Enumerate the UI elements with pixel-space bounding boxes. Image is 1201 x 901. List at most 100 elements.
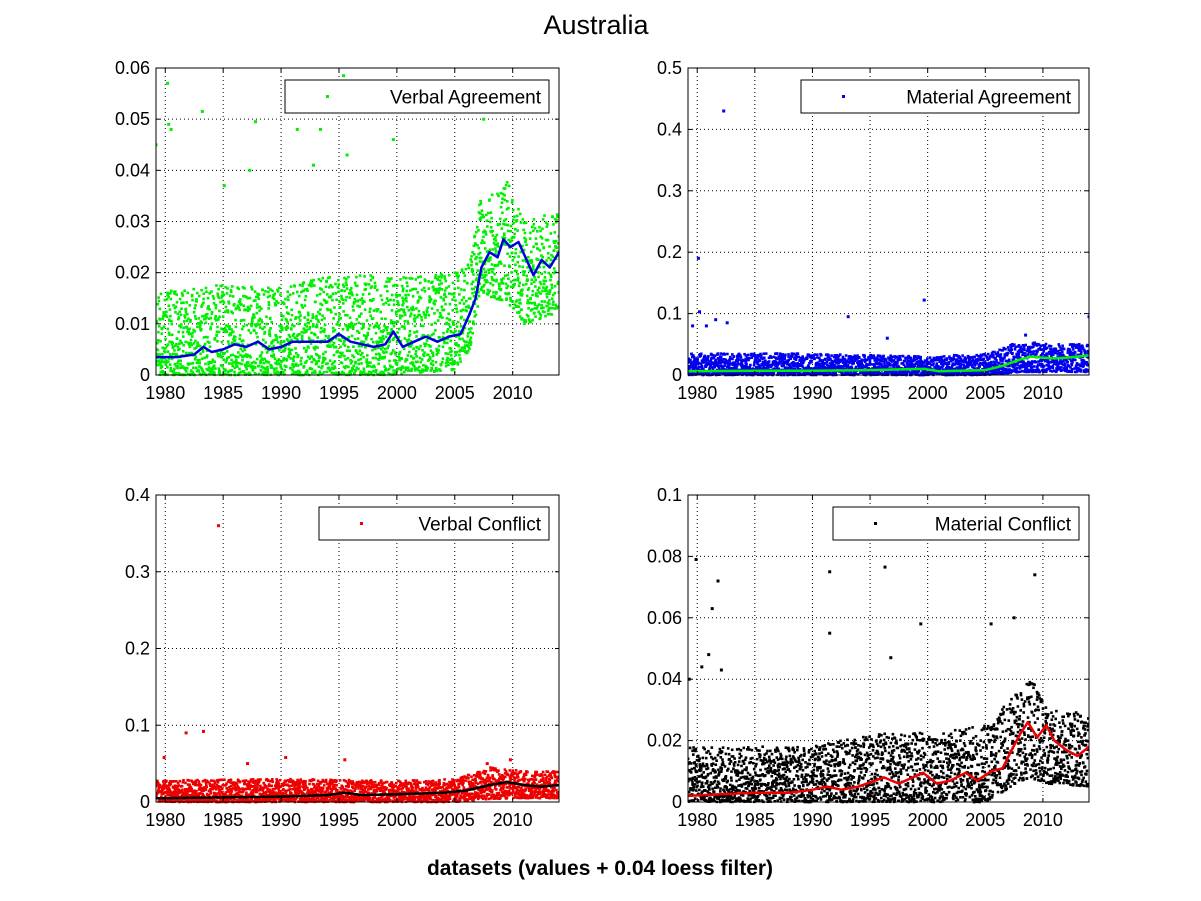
data-point [994,357,997,360]
data-point [711,372,715,376]
data-point [364,337,368,341]
data-point [440,305,444,308]
data-point [438,288,442,291]
data-point [472,320,475,323]
data-point [488,198,491,201]
data-point [506,229,510,233]
data-point [414,349,418,353]
data-point [908,370,911,374]
data-point [320,303,324,307]
data-point [407,309,411,312]
data-point [244,308,248,312]
data-point [472,294,476,298]
data-point [185,319,189,322]
data-point [407,293,410,297]
data-point [451,281,455,285]
data-point [216,292,219,295]
data-point [958,361,961,365]
data-point [524,238,528,241]
data-point [550,313,554,316]
data-point [349,372,353,376]
data-point [411,305,415,309]
data-point [886,372,890,376]
data-point [357,367,360,371]
data-point [823,362,827,365]
data-point [850,366,854,370]
data-point [937,356,941,359]
data-point [406,305,409,309]
data-point [482,291,485,294]
data-point [488,289,492,293]
data-point [324,362,328,366]
data-point [720,358,723,362]
data-point [549,232,553,235]
data-point [959,357,963,361]
data-point [738,372,742,376]
data-point [492,279,495,282]
data-point [474,291,477,294]
data-point [832,355,836,359]
data-point [266,360,269,364]
data-point [708,362,712,366]
legend-label: Verbal Agreement [390,88,542,109]
data-point [270,354,273,358]
outlier-point [248,168,252,172]
data-point [694,357,698,360]
data-point [227,340,230,343]
data-point [414,360,418,364]
data-point [772,355,776,359]
data-point [345,324,349,328]
data-point [386,299,390,302]
data-point [300,337,304,340]
data-point [284,326,287,330]
data-point [491,267,495,271]
data-point [771,363,775,366]
data-point [256,335,259,339]
data-point [214,367,217,370]
data-point [351,293,354,297]
data-point [736,354,739,358]
data-point [445,317,449,320]
data-point [459,324,463,328]
data-point [953,363,957,366]
data-point [990,354,994,357]
data-point [543,300,546,303]
data-point [896,361,899,365]
data-point [324,299,327,303]
data-point [537,303,541,306]
data-point [858,356,861,359]
data-point [192,342,196,345]
data-point [299,359,303,363]
outlier-point [169,127,173,131]
data-point [357,344,361,348]
data-point [518,298,522,302]
data-point [483,275,486,278]
data-point [556,215,559,219]
data-point [186,291,190,295]
data-point [232,337,235,341]
data-point [498,295,502,298]
data-point [452,292,456,295]
data-point [949,357,952,360]
data-point [320,318,324,322]
data-point [952,353,956,357]
data-point [234,318,237,322]
data-point [991,350,995,354]
data-point [435,367,438,370]
data-point [460,315,463,319]
data-point [824,357,827,361]
data-point [417,309,421,313]
data-point [353,297,357,301]
data-point [271,289,274,293]
data-point [216,294,220,298]
data-point [197,370,200,373]
data-point [161,317,165,321]
data-point [285,359,289,362]
data-point [546,301,550,304]
data-point [234,325,238,329]
data-point [787,355,790,359]
data-point [756,356,759,360]
data-point [192,366,195,370]
data-point [713,365,717,369]
data-point [781,353,784,356]
